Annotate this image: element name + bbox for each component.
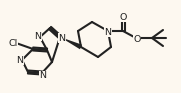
Text: N: N xyxy=(16,56,24,65)
Text: O: O xyxy=(119,12,127,21)
Text: O: O xyxy=(133,35,141,44)
Text: N: N xyxy=(58,33,66,43)
Polygon shape xyxy=(60,37,82,49)
Text: N: N xyxy=(35,32,41,40)
Text: N: N xyxy=(39,72,47,81)
Text: Cl: Cl xyxy=(8,39,18,48)
Text: N: N xyxy=(104,28,111,36)
